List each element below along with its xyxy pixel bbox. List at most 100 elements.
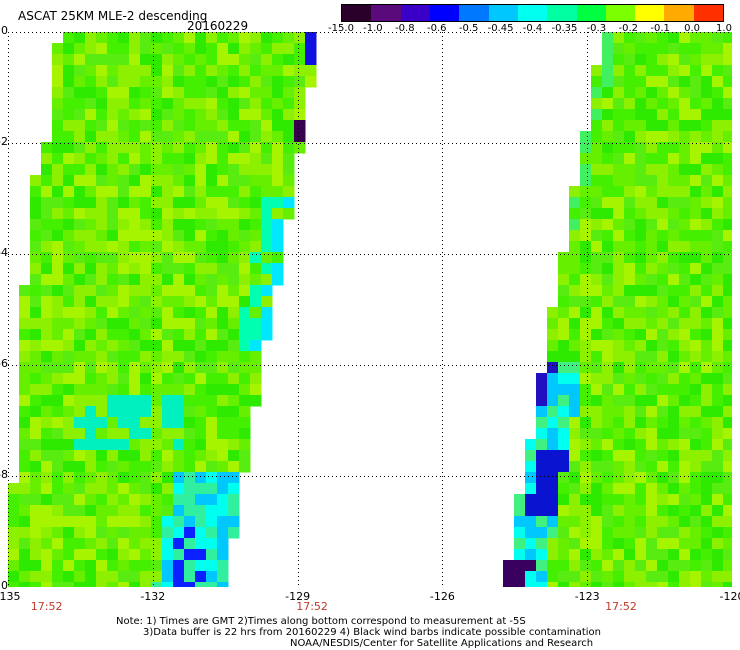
swath-cell <box>580 340 592 352</box>
swath-cell <box>217 285 229 297</box>
swath-cell <box>657 450 669 462</box>
swath-cell <box>602 296 614 308</box>
swath-cell <box>580 351 592 363</box>
swath-cell <box>96 571 108 583</box>
swath-cell <box>547 472 559 484</box>
swath-cell <box>96 175 108 187</box>
colorbar-swatch <box>605 5 636 21</box>
swath-cell <box>657 384 669 396</box>
swath-cell <box>613 263 625 275</box>
swath-cell <box>217 43 229 55</box>
swath-cell <box>52 527 64 539</box>
swath-cell <box>624 65 636 77</box>
y-tick-label: -4 <box>0 246 8 259</box>
swath-cell <box>613 351 625 363</box>
swath-cell <box>173 98 185 110</box>
swath-cell <box>96 362 108 374</box>
swath-cell <box>580 241 592 253</box>
swath-cell <box>96 153 108 165</box>
swath-cell <box>63 263 75 275</box>
swath-cell <box>723 32 732 44</box>
swath-cell <box>30 538 42 550</box>
swath-cell <box>503 582 515 587</box>
swath-cell <box>591 241 603 253</box>
swath-cell <box>63 43 75 55</box>
swath-cell <box>162 142 174 154</box>
swath-cell <box>96 54 108 66</box>
swath-cell <box>239 43 251 55</box>
swath-cell <box>602 472 614 484</box>
swath-cell <box>85 461 97 473</box>
swath-cell <box>96 296 108 308</box>
swath-cell <box>712 87 724 99</box>
swath-cell <box>151 384 163 396</box>
swath-cell <box>206 175 218 187</box>
swath-cell <box>580 582 592 587</box>
swath-cell <box>679 54 691 66</box>
swath-cell <box>184 329 196 341</box>
swath-cell <box>558 538 570 550</box>
swath-cell <box>679 109 691 121</box>
swath-cell <box>712 175 724 187</box>
swath-cell <box>712 560 724 572</box>
swath-cell <box>107 98 119 110</box>
swath-cell <box>679 417 691 429</box>
swath-cell <box>646 120 658 132</box>
swath-cell <box>85 197 97 209</box>
swath-cell <box>591 285 603 297</box>
swath-cell <box>206 32 218 44</box>
swath-cell <box>52 450 64 462</box>
swath-cell <box>228 65 240 77</box>
swath-cell <box>569 318 581 330</box>
swath-cell <box>723 164 732 176</box>
swath-cell <box>129 439 141 451</box>
swath-cell <box>74 571 86 583</box>
swath-cell <box>624 417 636 429</box>
swath-cell <box>657 582 669 587</box>
swath-cell <box>19 483 31 495</box>
swath-cell <box>250 362 262 374</box>
swath-cell <box>679 142 691 154</box>
swath-cell <box>74 252 86 264</box>
swath-cell <box>151 219 163 231</box>
swath-cell <box>635 439 647 451</box>
swath-cell <box>63 54 75 66</box>
swath-cell <box>195 571 207 583</box>
swath-cell <box>228 318 240 330</box>
swath-cell <box>239 175 251 187</box>
swath-cell <box>613 472 625 484</box>
swath-cell <box>129 76 141 88</box>
swath-cell <box>624 329 636 341</box>
swath-cell <box>668 98 680 110</box>
swath-cell <box>151 186 163 198</box>
swath-cell <box>679 98 691 110</box>
swath-cell <box>613 439 625 451</box>
swath-cell <box>558 494 570 506</box>
swath-cell <box>195 274 207 286</box>
y-tick-label: -6 <box>0 357 8 370</box>
swath-cell <box>129 351 141 363</box>
swath-cell <box>19 560 31 572</box>
swath-cell <box>558 263 570 275</box>
swath-cell <box>195 483 207 495</box>
swath-cell <box>679 494 691 506</box>
swath-cell <box>668 472 680 484</box>
swath-cell <box>228 296 240 308</box>
swath-cell <box>525 461 537 473</box>
swath-cell <box>668 263 680 275</box>
swath-cell <box>52 417 64 429</box>
swath-cell <box>525 472 537 484</box>
swath-cell <box>74 439 86 451</box>
swath-cell <box>107 109 119 121</box>
swath-cell <box>129 230 141 242</box>
swath-cell <box>668 428 680 440</box>
swath-cell <box>107 362 119 374</box>
swath-cell <box>63 142 75 154</box>
swath-cell <box>602 329 614 341</box>
swath-cell <box>118 285 130 297</box>
swath-cell <box>173 571 185 583</box>
swath-cell <box>140 428 152 440</box>
swath-cell <box>206 450 218 462</box>
swath-cell <box>195 395 207 407</box>
swath-cell <box>129 197 141 209</box>
